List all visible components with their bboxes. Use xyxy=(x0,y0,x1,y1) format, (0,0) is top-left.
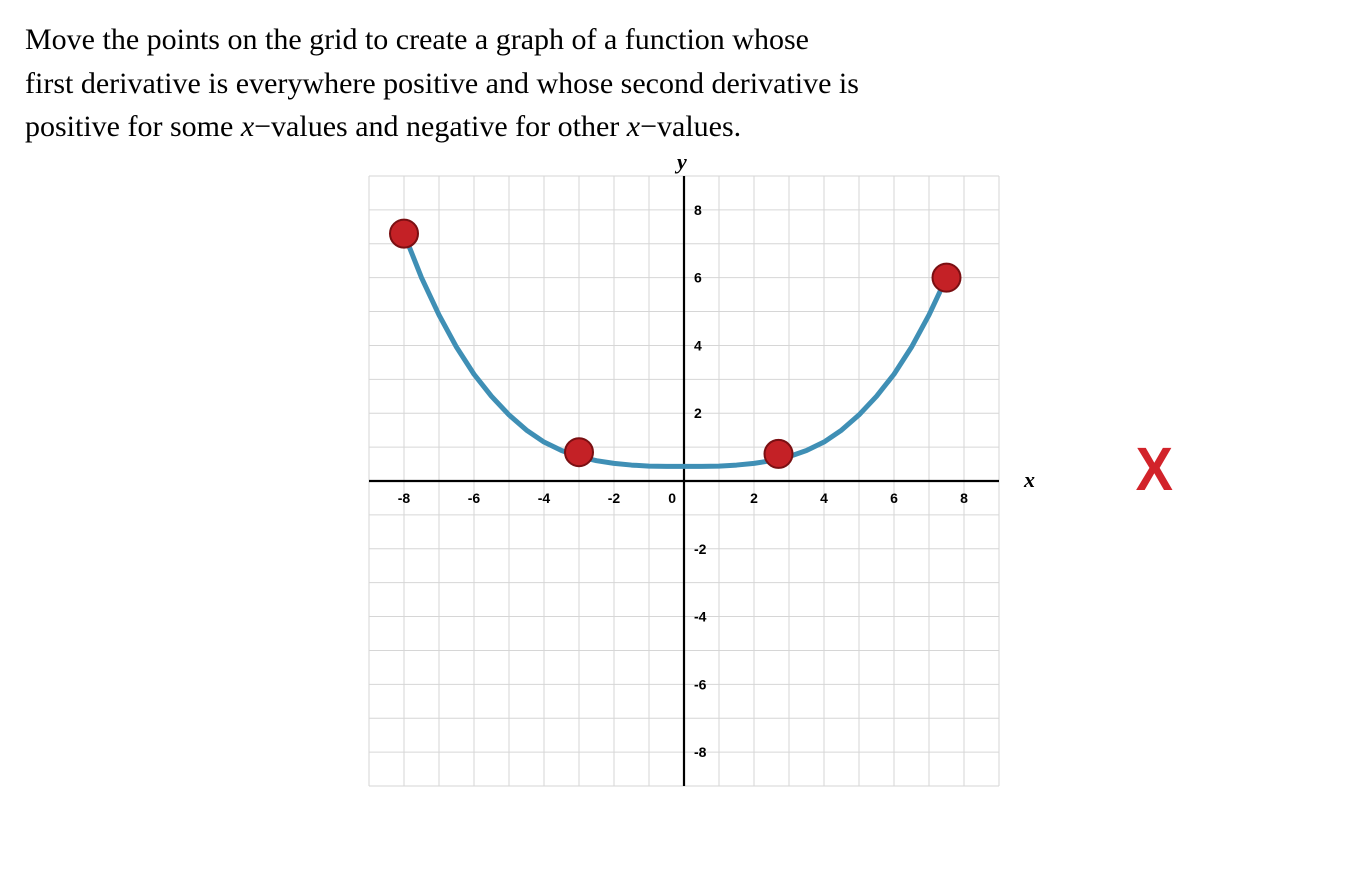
y-tick-label: 2 xyxy=(694,405,702,421)
chart-area: -8-6-4-202468-8-6-4-22468 xy xyxy=(354,161,1014,806)
draggable-point[interactable] xyxy=(933,263,961,291)
text-line-3b: −values and negative for other xyxy=(254,110,627,143)
x-tick-label: 6 xyxy=(890,490,898,506)
x-var-1: x xyxy=(241,110,254,143)
x-var-2: x xyxy=(627,110,640,143)
y-tick-label: -4 xyxy=(694,608,707,624)
y-axis-label: y xyxy=(677,149,687,175)
x-axis-label: x xyxy=(1024,467,1035,493)
x-tick-label: 4 xyxy=(820,490,828,506)
function-curve xyxy=(404,233,947,466)
draggable-point[interactable] xyxy=(390,219,418,247)
draggable-point[interactable] xyxy=(565,438,593,466)
y-tick-label: -8 xyxy=(694,744,707,760)
text-line-3c: −values. xyxy=(640,110,741,143)
x-tick-label: -6 xyxy=(468,490,481,506)
y-tick-label: 6 xyxy=(694,269,702,285)
x-tick-label: -4 xyxy=(538,490,551,506)
wrong-mark-icon: X xyxy=(1136,438,1173,500)
text-line-3a: positive for some xyxy=(25,110,241,143)
x-tick-label: 0 xyxy=(668,490,676,506)
y-tick-label: -6 xyxy=(694,676,707,692)
coordinate-graph[interactable]: -8 -6 -4 -2 0 2 4 6 8 -8 -6 -4 -2 2 4 6 8 xyxy=(354,161,1014,801)
x-tick-label: -8 xyxy=(398,490,411,506)
chart-container: -8-6-4-202468-8-6-4-22468 xy X xyxy=(25,161,1343,806)
y-tick-label: 4 xyxy=(694,337,702,353)
problem-statement: Move the points on the grid to create a … xyxy=(25,18,1343,149)
y-tick-label: 8 xyxy=(694,201,702,217)
x-tick-label: -2 xyxy=(608,490,621,506)
text-line-1: Move the points on the grid to create a … xyxy=(25,23,809,56)
x-tick-label: 8 xyxy=(960,490,968,506)
text-line-2: first derivative is everywhere positive … xyxy=(25,67,859,100)
x-tick-label: 2 xyxy=(750,490,758,506)
y-tick-label: -2 xyxy=(694,540,707,556)
draggable-point[interactable] xyxy=(765,439,793,467)
